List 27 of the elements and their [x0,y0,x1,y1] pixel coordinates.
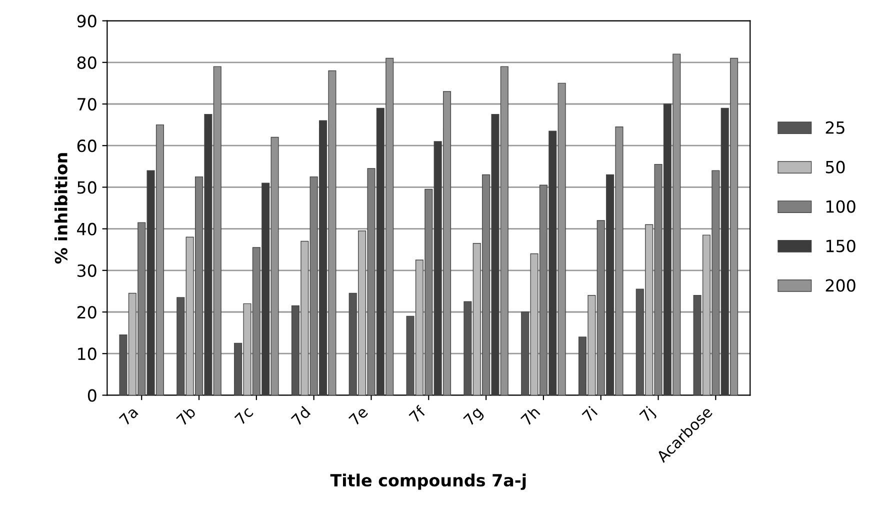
y-tick-label: 70 [78,98,96,111]
x-tick-label: 7d [290,406,311,426]
legend-label: 25 [826,121,844,134]
x-tick-label: 7a [118,406,139,426]
x-tick-label: 7g [463,406,486,428]
y-tick-label: 20 [77,306,96,319]
y-tick-label: 80 [77,56,96,69]
legend-label: 50 [826,160,845,174]
x-tick-label: 7h [520,406,540,426]
legend-label: 150 [826,240,856,252]
y-tick-label: 0 [88,389,96,402]
legend-label: 100 [826,200,856,213]
legend-label: 200 [826,279,856,292]
y-tick-label: 50 [78,181,96,194]
y-tick-label: 40 [77,222,96,236]
y-tick-label: 60 [77,140,96,152]
x-tick-label: 7i [581,406,598,422]
x-axis-title: Title compounds 7a-j [330,474,526,490]
x-tick-label: 7f [408,404,427,423]
x-tick-label: 7c [234,406,254,426]
x-tick-label: 7e [348,406,369,426]
y-axis-title: % inhibition [54,153,68,264]
x-tick-label: 7j [638,406,658,424]
y-tick-label: 10 [78,348,96,360]
y-tick-label: 90 [77,14,96,28]
y-tick-label: 30 [78,264,96,277]
x-tick-label: 7b [176,406,196,426]
